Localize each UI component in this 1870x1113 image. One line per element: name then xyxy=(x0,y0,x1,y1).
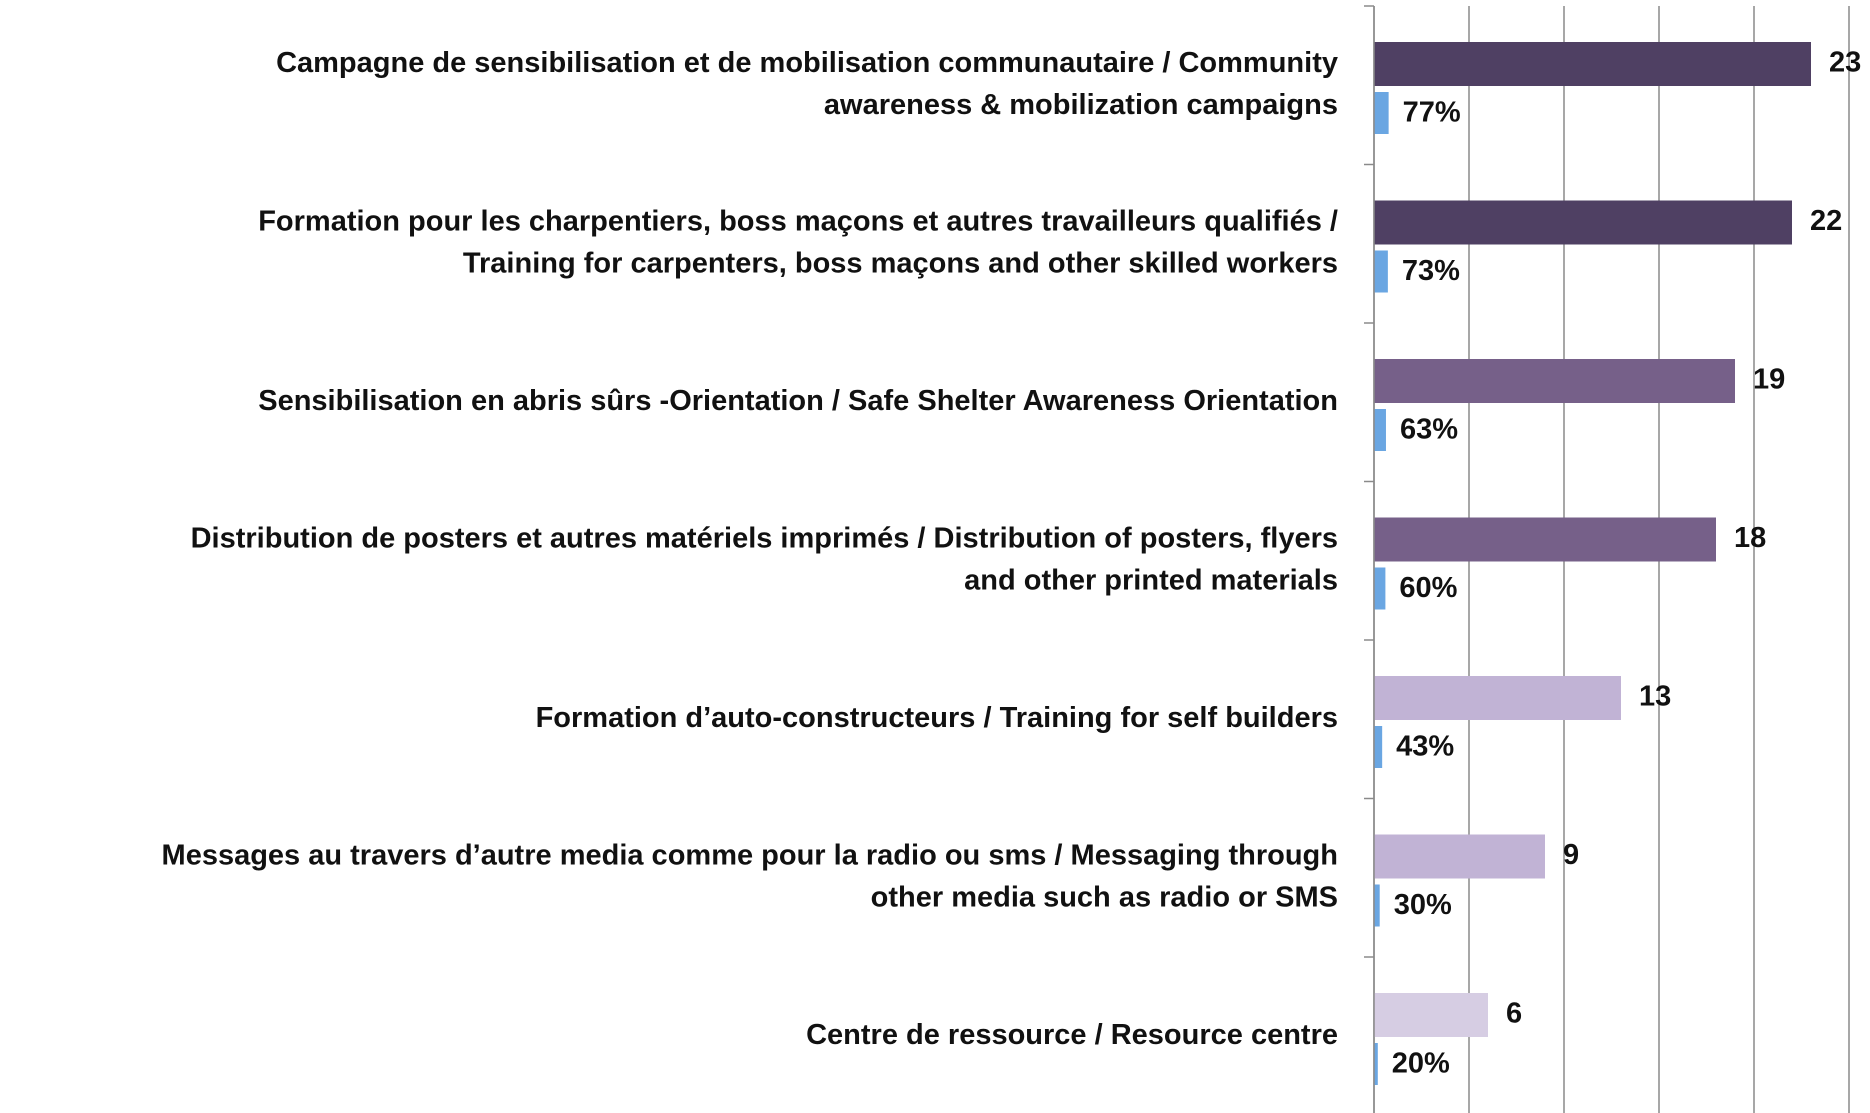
value-label: 23 xyxy=(1829,47,1861,79)
bar xyxy=(1374,676,1621,720)
value-label: 63% xyxy=(1400,414,1458,446)
value-label: 22 xyxy=(1810,205,1842,237)
category-label: Messages au travers d’autre media comme … xyxy=(162,839,1338,871)
bar xyxy=(1374,726,1383,768)
category-label: Training for carpenters, boss maçons and… xyxy=(463,247,1338,279)
value-label: 18 xyxy=(1734,522,1766,554)
bar xyxy=(1374,92,1389,134)
bar xyxy=(1374,409,1386,451)
value-label: 13 xyxy=(1639,681,1671,713)
category-label: other media such as radio or SMS xyxy=(871,881,1338,913)
category-label: Formation d’auto-constructeurs / Trainin… xyxy=(536,702,1338,734)
category-label: and other printed materials xyxy=(964,564,1338,596)
bar xyxy=(1374,517,1716,562)
bar xyxy=(1374,884,1380,927)
value-label: 77% xyxy=(1403,97,1461,129)
bar xyxy=(1374,250,1388,293)
value-label: 19 xyxy=(1753,364,1785,396)
value-label: 60% xyxy=(1399,572,1457,604)
value-label: 20% xyxy=(1392,1048,1450,1080)
category-label: Sensibilisation en abris sûrs -Orientati… xyxy=(258,385,1338,417)
category-label: Campagne de sensibilisation et de mobili… xyxy=(276,47,1338,79)
value-label: 9 xyxy=(1563,839,1579,871)
bar xyxy=(1374,567,1386,610)
bar xyxy=(1374,42,1811,86)
bar xyxy=(1374,993,1488,1037)
value-label: 73% xyxy=(1402,255,1460,287)
category-label: Centre de ressource / Resource centre xyxy=(806,1019,1338,1051)
bar xyxy=(1374,359,1735,403)
category-label: Distribution de posters et autres matéri… xyxy=(191,522,1338,554)
bar xyxy=(1374,200,1792,245)
bar xyxy=(1374,834,1545,879)
category-label: Formation pour les charpentiers, boss ma… xyxy=(258,205,1338,237)
category-label: awareness & mobilization campaigns xyxy=(824,89,1338,121)
value-label: 30% xyxy=(1394,889,1452,921)
value-label: 43% xyxy=(1396,731,1454,763)
value-label: 6 xyxy=(1506,998,1522,1030)
bar xyxy=(1374,1043,1378,1085)
